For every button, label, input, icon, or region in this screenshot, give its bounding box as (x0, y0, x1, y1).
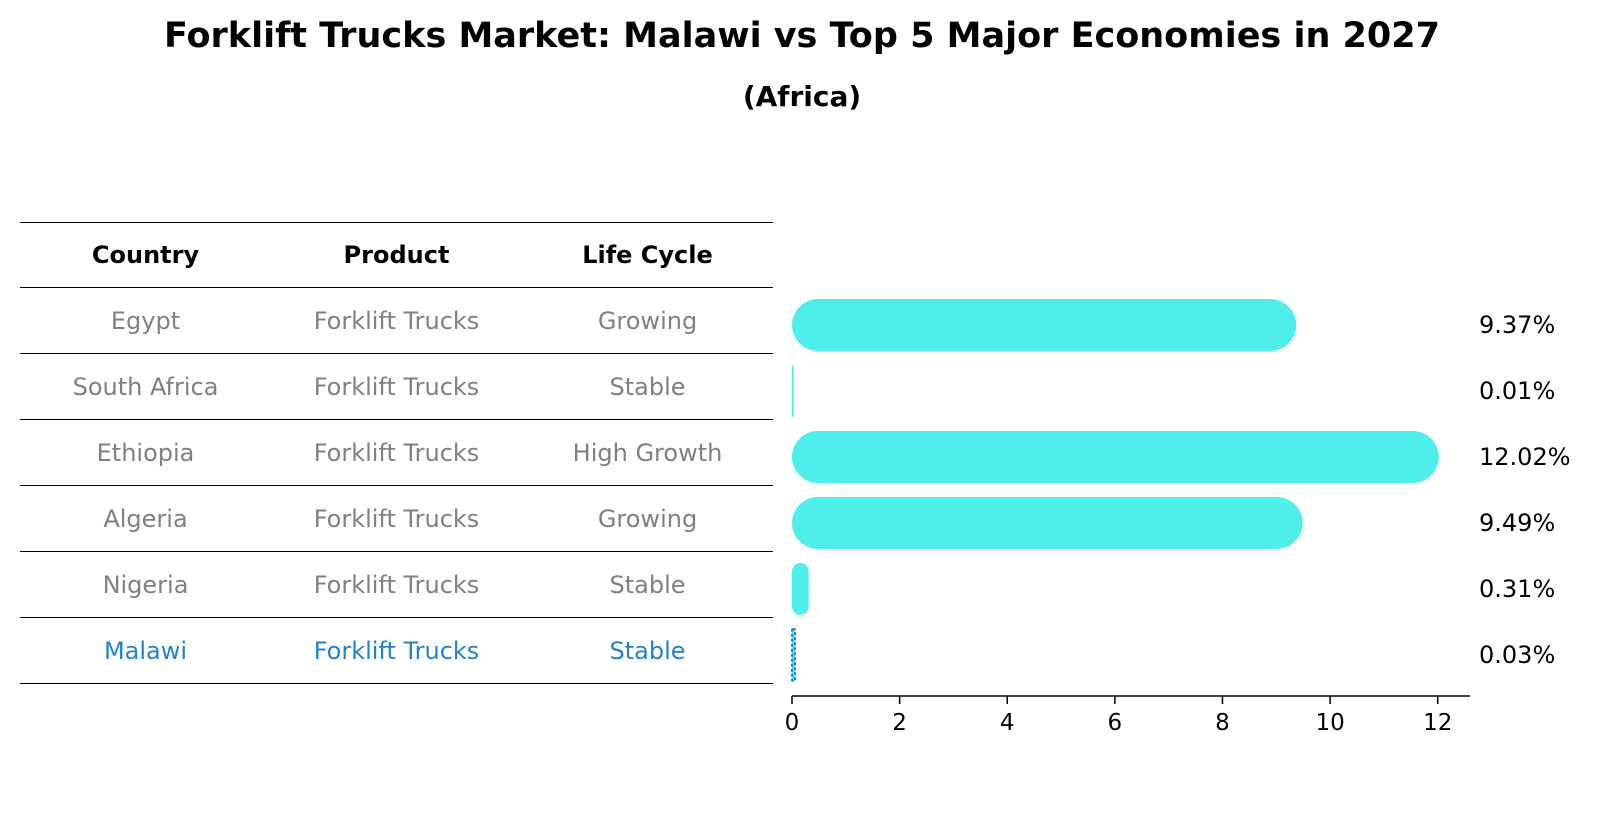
table-row: Egypt Forklift Trucks Growing (20, 288, 773, 354)
product-cell: Forklift Trucks (313, 372, 480, 401)
life-cycle-cell: Growing (597, 504, 698, 533)
x-tick-label: 10 (1315, 710, 1344, 736)
life-cycle-cell: Stable (609, 636, 686, 665)
market-table: Country Product Life Cycle Egypt Forklif… (20, 222, 773, 684)
table-row: Ethiopia Forklift Trucks High Growth (20, 420, 773, 486)
table-row: South Africa Forklift Trucks Stable (20, 354, 773, 420)
product-cell: Forklift Trucks (313, 570, 480, 599)
bar-ethiopia (792, 431, 1439, 483)
x-tick-label: 8 (1215, 710, 1230, 736)
country-cell: Malawi (103, 636, 188, 665)
table-row: Algeria Forklift Trucks Growing (20, 486, 773, 552)
column-header-product: Product (343, 241, 450, 269)
value-label: 9.37% (1479, 311, 1555, 339)
value-label: 0.03% (1479, 641, 1555, 669)
country-cell: Nigeria (102, 570, 189, 599)
x-tick-label: 2 (892, 710, 907, 736)
life-cycle-cell: High Growth (572, 438, 723, 467)
table-row-highlighted: Malawi Forklift Trucks Stable (20, 618, 773, 684)
value-label: 0.31% (1479, 575, 1555, 603)
chart-subtitle: (Africa) (742, 80, 862, 113)
product-cell: Forklift Trucks (313, 636, 480, 665)
x-tick-label: 12 (1423, 710, 1452, 736)
value-label: 0.01% (1479, 377, 1555, 405)
bar-south-africa (792, 365, 794, 417)
bar-malawi (791, 628, 796, 682)
column-header-life-cycle: Life Cycle (582, 241, 713, 269)
product-cell: Forklift Trucks (313, 306, 480, 335)
product-cell: Forklift Trucks (313, 438, 480, 467)
life-cycle-cell: Growing (597, 306, 698, 335)
table-header-row: Country Product Life Cycle (20, 222, 773, 288)
product-cell: Forklift Trucks (313, 504, 480, 533)
country-cell: South Africa (72, 372, 219, 401)
chart-title: Forklift Trucks Market: Malawi vs Top 5 … (164, 16, 1440, 56)
value-label: 12.02% (1479, 443, 1571, 471)
country-cell: Egypt (110, 306, 181, 335)
bar-algeria (792, 497, 1303, 549)
bar-nigeria (792, 563, 809, 615)
x-tick-label: 0 (785, 710, 800, 736)
life-cycle-cell: Stable (609, 372, 686, 401)
column-header-country: Country (91, 241, 200, 269)
x-tick-label: 6 (1108, 710, 1123, 736)
value-label: 9.49% (1479, 509, 1555, 537)
bar-egypt (792, 299, 1297, 351)
country-cell: Algeria (103, 504, 188, 533)
life-cycle-cell: Stable (609, 570, 686, 599)
table-row: Nigeria Forklift Trucks Stable (20, 552, 773, 618)
x-tick-label: 4 (1000, 710, 1015, 736)
country-cell: Ethiopia (96, 438, 195, 467)
